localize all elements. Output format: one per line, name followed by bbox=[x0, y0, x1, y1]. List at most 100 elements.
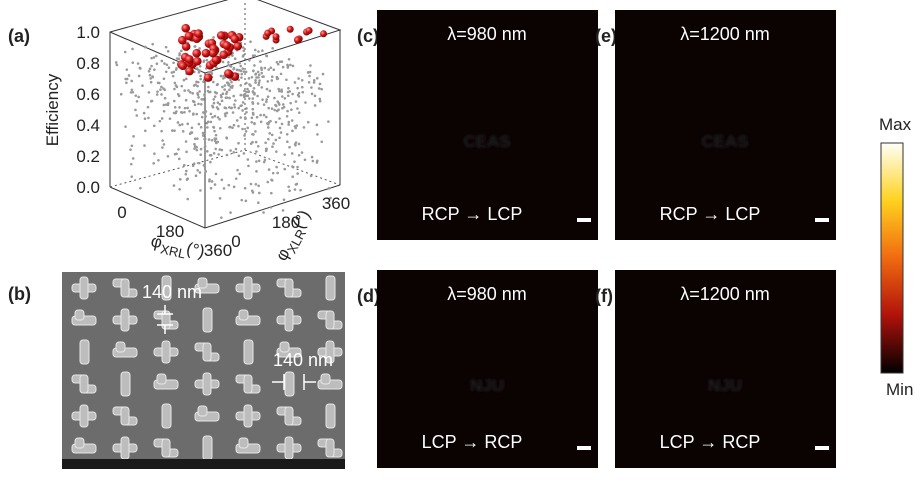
optimum-point bbox=[192, 48, 201, 58]
point bbox=[178, 106, 181, 109]
point bbox=[190, 126, 194, 130]
panel-c: (c) λ=980 nm CEAS RCP → LCP bbox=[357, 10, 598, 240]
point bbox=[175, 110, 178, 113]
point bbox=[293, 81, 297, 84]
point bbox=[300, 85, 304, 89]
point bbox=[173, 81, 177, 85]
point bbox=[193, 137, 197, 141]
point bbox=[192, 162, 196, 165]
point bbox=[191, 92, 195, 95]
point bbox=[237, 106, 241, 110]
point bbox=[242, 93, 245, 97]
point bbox=[268, 132, 271, 135]
point bbox=[162, 143, 166, 146]
point bbox=[196, 84, 199, 88]
point bbox=[163, 62, 166, 65]
point bbox=[167, 66, 171, 70]
point bbox=[125, 68, 129, 71]
point bbox=[318, 97, 322, 101]
point bbox=[240, 198, 244, 202]
point bbox=[229, 211, 232, 214]
point bbox=[193, 103, 197, 107]
point bbox=[184, 98, 188, 102]
point bbox=[244, 199, 248, 203]
point bbox=[268, 89, 272, 93]
point bbox=[290, 108, 293, 111]
point bbox=[218, 117, 221, 121]
gap-label: 140 nm bbox=[273, 350, 333, 370]
point bbox=[294, 143, 297, 147]
point bbox=[230, 80, 233, 84]
scale-bar bbox=[815, 446, 829, 450]
point bbox=[276, 62, 280, 66]
point bbox=[232, 94, 236, 98]
point bbox=[296, 165, 299, 169]
point bbox=[280, 122, 284, 126]
point bbox=[218, 102, 222, 106]
point bbox=[155, 54, 158, 58]
point bbox=[255, 115, 259, 119]
point bbox=[223, 106, 227, 109]
point bbox=[130, 175, 134, 178]
point bbox=[149, 77, 152, 80]
point bbox=[237, 141, 240, 145]
point bbox=[286, 90, 290, 94]
point bbox=[134, 94, 138, 97]
nanostructure bbox=[243, 404, 253, 428]
optimum-point bbox=[208, 48, 218, 58]
image-text: CEAS bbox=[701, 132, 748, 151]
point bbox=[185, 169, 188, 173]
panel-label: (d) bbox=[357, 286, 380, 306]
point bbox=[291, 219, 295, 222]
point bbox=[150, 99, 154, 103]
point bbox=[293, 160, 296, 163]
conversion: LCP → RCP bbox=[660, 432, 761, 452]
point bbox=[166, 154, 170, 158]
y-tick-label: 1.0 bbox=[76, 23, 100, 42]
point bbox=[252, 86, 256, 90]
point bbox=[242, 49, 246, 53]
optimum-point bbox=[233, 41, 243, 51]
point bbox=[215, 66, 218, 69]
point bbox=[250, 75, 254, 79]
point bbox=[204, 115, 207, 118]
point bbox=[329, 196, 332, 200]
point bbox=[320, 87, 323, 91]
point bbox=[278, 136, 281, 140]
nanostructure bbox=[197, 405, 208, 417]
point bbox=[146, 105, 150, 109]
point bbox=[259, 113, 262, 117]
point bbox=[242, 70, 246, 73]
point bbox=[172, 184, 176, 187]
point bbox=[220, 178, 224, 182]
nanostructure bbox=[120, 371, 131, 397]
point bbox=[174, 68, 178, 71]
point bbox=[254, 73, 257, 76]
point bbox=[195, 148, 199, 152]
panel-a: (a) Efficiency φXRL(°) φXLR(°) 0.00.20.4… bbox=[8, 0, 350, 264]
point bbox=[175, 85, 179, 89]
optimum-point bbox=[211, 55, 221, 65]
point bbox=[226, 81, 230, 85]
point bbox=[251, 90, 255, 93]
point bbox=[235, 68, 239, 72]
point bbox=[289, 101, 292, 105]
point bbox=[193, 145, 197, 148]
image-text: NJU bbox=[708, 376, 742, 395]
point bbox=[212, 152, 216, 155]
point bbox=[299, 188, 302, 192]
point bbox=[280, 88, 283, 91]
point bbox=[173, 87, 176, 91]
point bbox=[276, 77, 280, 80]
x2-tick-label: 0 bbox=[231, 232, 240, 251]
point bbox=[316, 133, 319, 136]
point bbox=[173, 105, 177, 109]
hologram-image bbox=[615, 270, 836, 468]
point bbox=[142, 111, 146, 115]
point bbox=[199, 125, 203, 129]
point bbox=[223, 88, 226, 91]
point bbox=[286, 63, 289, 67]
point bbox=[281, 106, 284, 110]
point bbox=[236, 168, 239, 172]
nanostructure bbox=[279, 341, 290, 353]
